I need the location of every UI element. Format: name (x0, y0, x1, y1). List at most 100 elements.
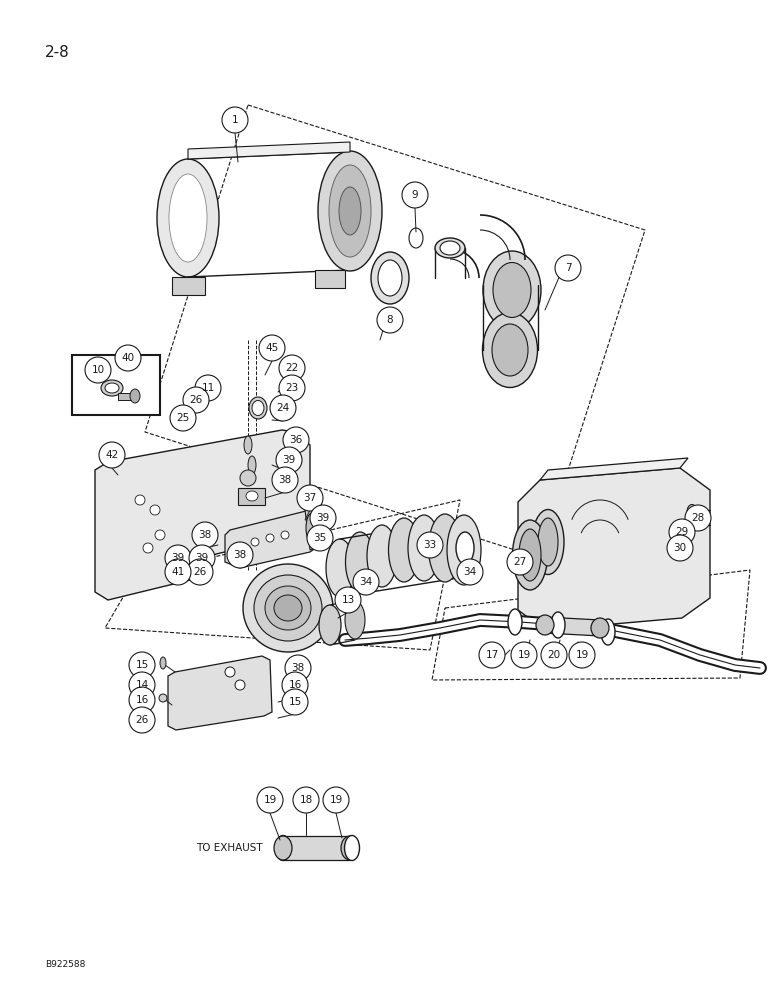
Circle shape (279, 375, 305, 401)
Ellipse shape (447, 515, 481, 585)
Circle shape (259, 335, 285, 361)
Text: 30: 30 (673, 543, 686, 553)
Circle shape (283, 427, 309, 453)
Circle shape (569, 642, 595, 668)
Ellipse shape (274, 836, 292, 860)
Circle shape (270, 395, 296, 421)
Text: 38: 38 (291, 663, 305, 673)
Polygon shape (95, 430, 310, 600)
Ellipse shape (160, 657, 166, 669)
Ellipse shape (225, 667, 235, 677)
Circle shape (402, 182, 428, 208)
Ellipse shape (135, 495, 145, 505)
Polygon shape (315, 270, 345, 288)
Circle shape (272, 467, 298, 493)
Ellipse shape (246, 491, 258, 501)
Circle shape (165, 545, 191, 571)
Text: 8: 8 (387, 315, 393, 325)
Ellipse shape (551, 612, 565, 638)
Ellipse shape (244, 436, 252, 454)
Text: 39: 39 (283, 455, 296, 465)
Ellipse shape (155, 530, 165, 540)
Polygon shape (545, 617, 600, 636)
Ellipse shape (344, 836, 360, 860)
Text: 18: 18 (300, 795, 313, 805)
Circle shape (285, 655, 311, 681)
Ellipse shape (105, 383, 119, 393)
Ellipse shape (101, 380, 123, 396)
Circle shape (85, 357, 111, 383)
Text: 15: 15 (289, 697, 302, 707)
Ellipse shape (251, 538, 259, 546)
Circle shape (192, 522, 218, 548)
Circle shape (457, 559, 483, 585)
Ellipse shape (169, 174, 207, 262)
Ellipse shape (235, 680, 245, 690)
Text: 26: 26 (135, 715, 149, 725)
Text: 45: 45 (266, 343, 279, 353)
Ellipse shape (329, 165, 371, 257)
Ellipse shape (456, 532, 474, 564)
Circle shape (115, 345, 141, 371)
Ellipse shape (378, 260, 402, 296)
Ellipse shape (318, 151, 382, 271)
Text: 19: 19 (330, 795, 343, 805)
Text: 26: 26 (189, 395, 202, 405)
Ellipse shape (538, 518, 558, 566)
Ellipse shape (492, 324, 528, 376)
Polygon shape (238, 488, 265, 505)
Circle shape (310, 505, 336, 531)
Polygon shape (540, 458, 688, 480)
Text: 9: 9 (411, 190, 418, 200)
Text: 40: 40 (121, 353, 134, 363)
Text: 19: 19 (263, 795, 276, 805)
Text: 26: 26 (193, 567, 207, 577)
Ellipse shape (157, 159, 219, 277)
Ellipse shape (591, 618, 609, 638)
Text: 14: 14 (135, 680, 149, 690)
Text: 10: 10 (91, 365, 104, 375)
Polygon shape (225, 510, 320, 568)
Text: 2-8: 2-8 (45, 45, 69, 60)
Circle shape (541, 642, 567, 668)
Ellipse shape (243, 564, 333, 652)
Polygon shape (518, 468, 710, 630)
Ellipse shape (281, 531, 289, 539)
Ellipse shape (252, 400, 264, 416)
Text: 28: 28 (692, 513, 705, 523)
Circle shape (257, 787, 283, 813)
Text: 39: 39 (195, 553, 208, 563)
Ellipse shape (532, 510, 564, 574)
Text: 22: 22 (286, 363, 299, 373)
Circle shape (323, 787, 349, 813)
Circle shape (282, 672, 308, 698)
Text: 25: 25 (176, 413, 190, 423)
Ellipse shape (240, 470, 256, 486)
Text: 38: 38 (279, 475, 292, 485)
Ellipse shape (388, 518, 419, 582)
Text: 7: 7 (564, 263, 571, 273)
FancyBboxPatch shape (72, 355, 160, 415)
Ellipse shape (428, 514, 462, 582)
Polygon shape (283, 836, 350, 860)
Circle shape (183, 387, 209, 413)
Text: 39: 39 (317, 513, 330, 523)
Ellipse shape (409, 228, 423, 248)
Text: 33: 33 (423, 540, 437, 550)
Text: 16: 16 (289, 680, 302, 690)
Text: 34: 34 (360, 577, 373, 587)
Circle shape (279, 355, 305, 381)
Ellipse shape (254, 575, 322, 641)
Circle shape (129, 652, 155, 678)
Ellipse shape (266, 534, 274, 542)
Circle shape (335, 587, 361, 613)
Circle shape (507, 549, 533, 575)
Text: 20: 20 (547, 650, 560, 660)
Text: 15: 15 (135, 660, 149, 670)
Circle shape (195, 375, 221, 401)
Text: 38: 38 (198, 530, 212, 540)
Circle shape (165, 559, 191, 585)
Text: 27: 27 (513, 557, 527, 567)
Ellipse shape (341, 836, 359, 860)
Text: 39: 39 (171, 553, 185, 563)
